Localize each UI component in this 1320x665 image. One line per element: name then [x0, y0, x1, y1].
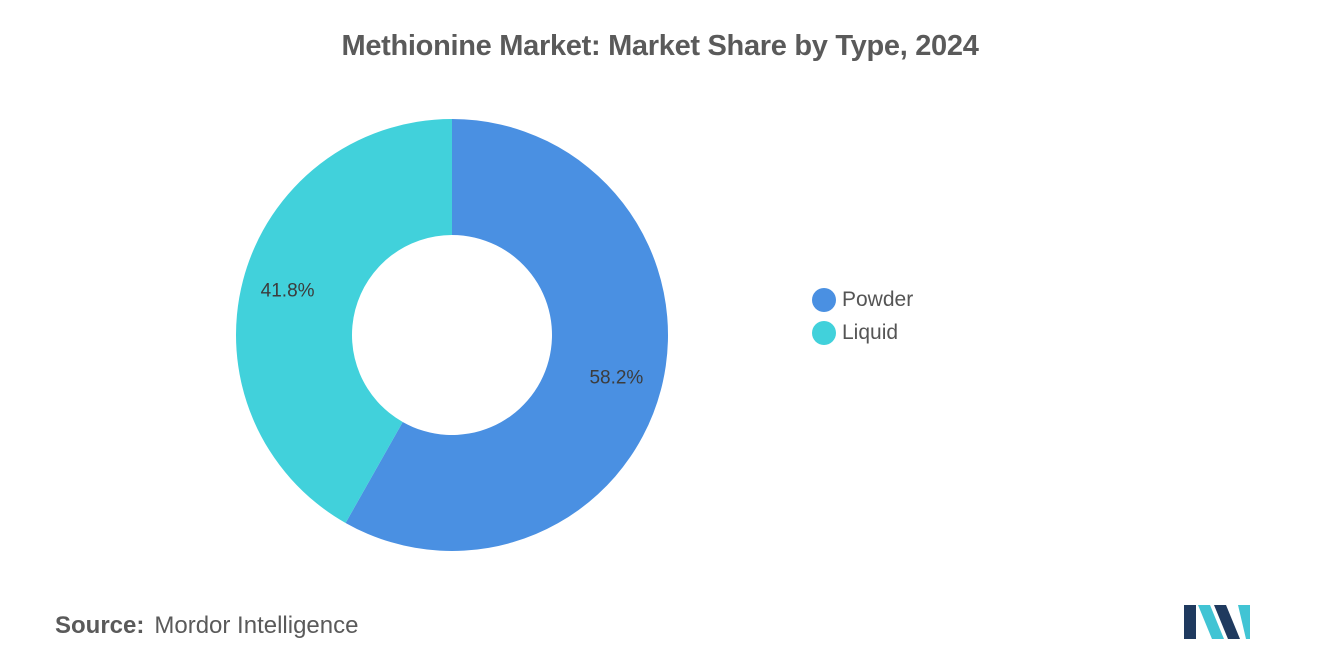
donut-slice-liquid[interactable]: [235, 119, 452, 523]
legend-label-liquid: Liquid: [842, 320, 899, 344]
source-key: Source:: [55, 612, 145, 639]
mordor-intelligence-logo-icon: [1184, 605, 1250, 639]
source-line: Source: Mordor Intelligence: [55, 612, 358, 640]
legend-item-liquid[interactable]: Liquid: [812, 316, 913, 349]
legend-swatch-liquid: [812, 320, 836, 345]
slice-labels: 58.2% 41.8%: [261, 281, 644, 389]
chart-legend: Powder Liquid: [812, 283, 913, 349]
source-value: Mordor Intelligence: [154, 612, 359, 639]
donut-slice-powder[interactable]: [345, 119, 668, 551]
slice-label-liquid: 41.8%: [261, 281, 315, 302]
legend-item-powder[interactable]: Powder: [812, 283, 913, 316]
legend-swatch-powder: [812, 287, 836, 312]
legend-label-powder: Powder: [842, 287, 914, 311]
slice-label-powder: 58.2%: [589, 367, 643, 388]
donut-slices: [235, 119, 668, 551]
chart-title: Methionine Market: Market Share by Type,…: [341, 30, 979, 62]
